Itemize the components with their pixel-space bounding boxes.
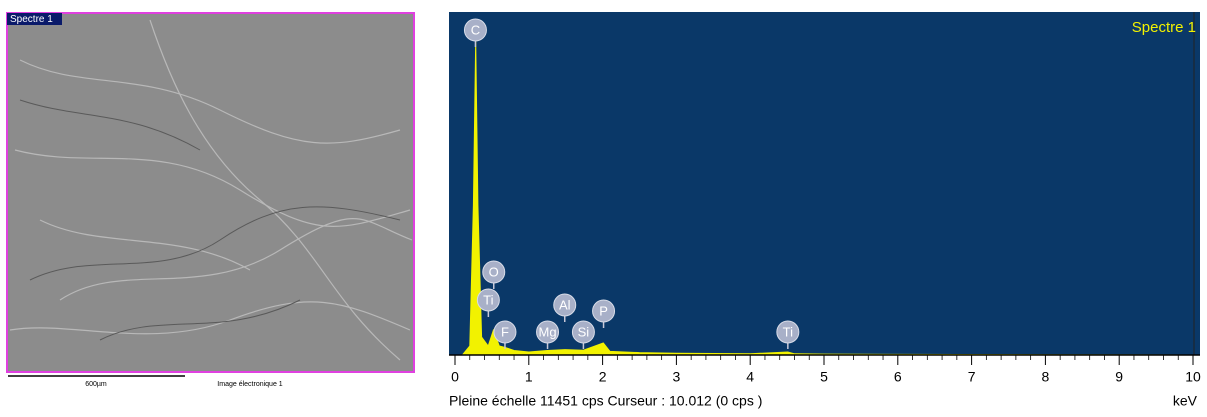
peak-marker: [463, 18, 487, 42]
sem-label-box: [7, 13, 62, 25]
peak-marker: [493, 320, 517, 344]
peak-label: Ti: [783, 324, 793, 339]
x-tick-label: 3: [673, 369, 681, 385]
scale-bar-label: 600µm: [85, 381, 107, 388]
peak-label: Si: [578, 324, 590, 339]
sem-image: [6, 12, 415, 373]
peak-marker: [592, 299, 616, 323]
sem-panel: Spectre 1 600µm Image électronique 1: [6, 12, 415, 388]
plot-background: [449, 12, 1200, 355]
x-tick-label: 0: [451, 369, 459, 385]
sem-texture: [9, 19, 413, 361]
x-tick-label: 5: [820, 369, 828, 385]
spectrum-area: [455, 40, 1194, 356]
peak-label: Mg: [539, 324, 557, 339]
peak-marker: [553, 293, 577, 317]
spectrum-chart: 0 1 2 3 4 5 6 7 8 9 10 Spectre 1 Pleine échelle 1145…: [449, 12, 1201, 409]
peak-marker: [482, 260, 506, 284]
sem-label: Spectre 1: [10, 14, 53, 25]
x-axis-label: keV: [1173, 393, 1198, 409]
peak-label: Al: [559, 297, 571, 312]
peak-label: F: [501, 324, 509, 339]
sem-cracks: [19, 99, 401, 341]
peak-marker: [536, 320, 560, 344]
peak-label: Ti: [483, 292, 493, 307]
chart-footer: Pleine échelle 11451 cps Curseur : 10.01…: [449, 393, 762, 409]
peak-marker: [776, 320, 800, 344]
x-tick-label: 8: [1042, 369, 1050, 385]
peak-marker: [476, 288, 500, 312]
x-tick-label: 6: [894, 369, 902, 385]
x-tick-label: 4: [746, 369, 754, 385]
peak-label: P: [599, 303, 608, 318]
chart-title: Spectre 1: [1132, 19, 1196, 36]
x-tick-label: 7: [968, 369, 976, 385]
peak-label: O: [489, 264, 499, 279]
peak-marker: [571, 320, 595, 344]
peak-label: C: [471, 22, 480, 37]
image-caption: Image électronique 1: [217, 381, 282, 388]
x-tick-label: 9: [1115, 369, 1123, 385]
x-tick-label: 10: [1185, 369, 1201, 385]
x-tick-label: 2: [599, 369, 607, 385]
x-tick-label: 1: [525, 369, 533, 385]
